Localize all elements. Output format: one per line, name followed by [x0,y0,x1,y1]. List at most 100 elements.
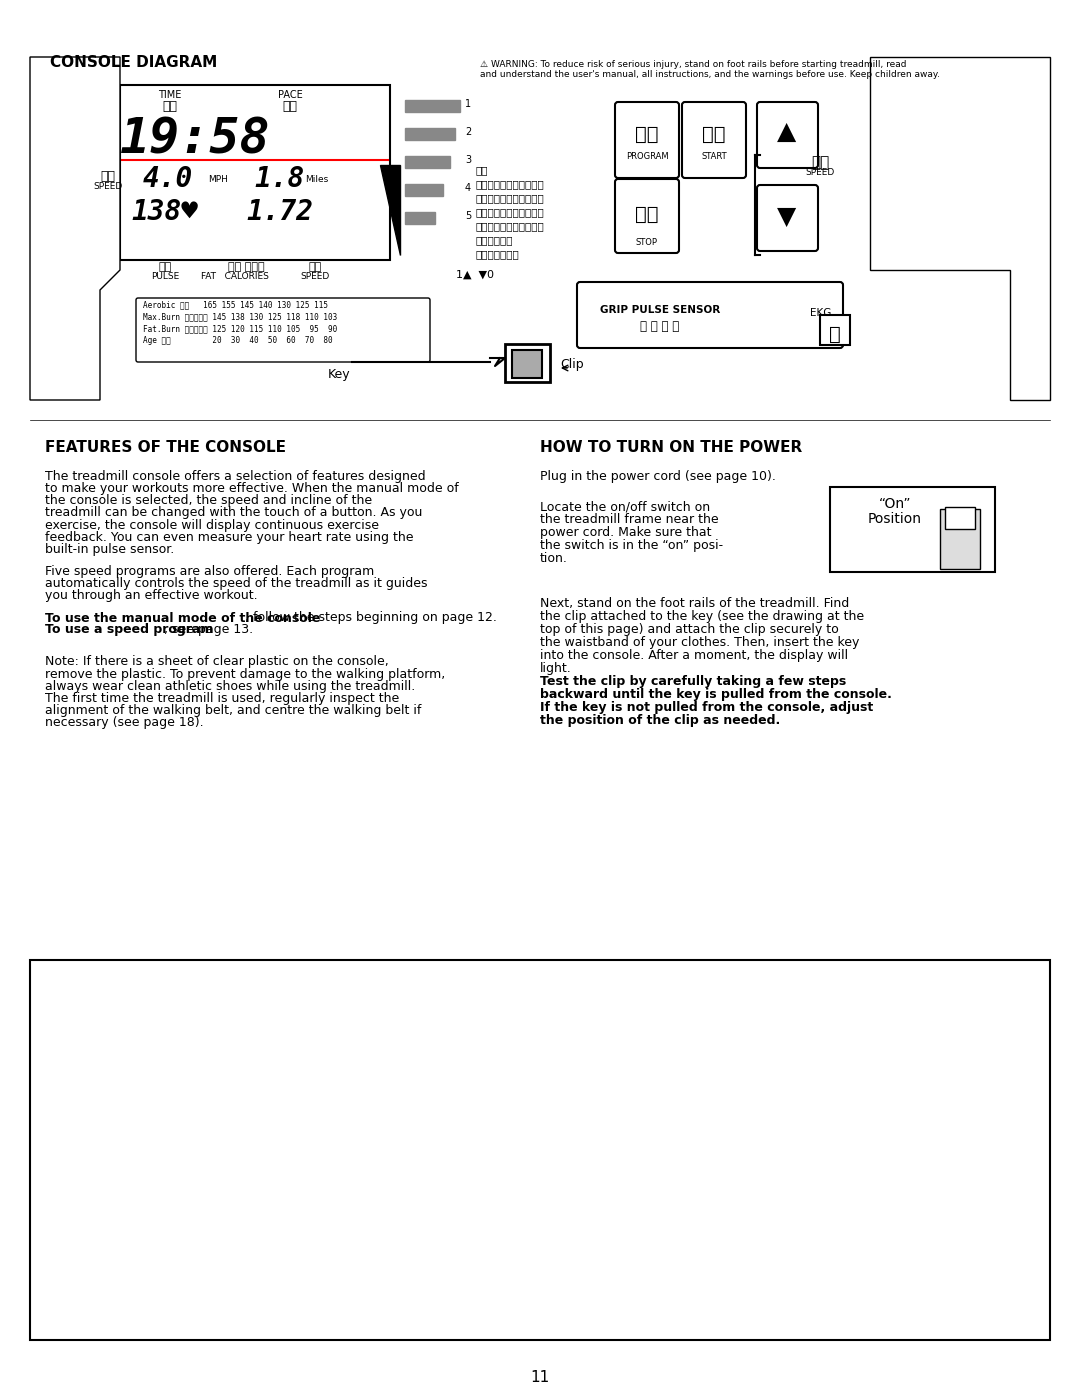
Text: CONSOLE DIAGRAM: CONSOLE DIAGRAM [50,54,217,70]
Text: backward until the key is pulled from the console.: backward until the key is pulled from th… [540,687,892,701]
Bar [120,85,390,260]
Text: Age 年龄         20  30  40  50  60  70  80: Age 年龄 20 30 40 50 60 70 80 [143,337,333,345]
Text: 心 率 手 柄: 心 率 手 柄 [640,320,679,332]
Text: PROGRAM: PROGRAM [625,152,669,161]
Text: 11: 11 [530,1370,550,1384]
Text: Position: Position [868,511,922,527]
Text: Note: If there is a sheet of clear plastic on the console,: Note: If there is a sheet of clear plast… [45,655,389,669]
Bar [820,314,850,345]
Text: 开始: 开始 [702,124,726,144]
Text: MPH: MPH [208,175,228,184]
Text: the treadmill frame near the: the treadmill frame near the [540,513,718,527]
Text: PACE: PACE [278,89,302,101]
Text: automatically controls the speed of the treadmill as it guides: automatically controls the speed of the … [45,577,428,590]
Text: 2: 2 [465,127,471,137]
FancyBboxPatch shape [615,102,679,177]
Bar [512,351,542,379]
Text: PULSE: PULSE [151,272,179,281]
Text: The treadmill console offers a selection of features designed: The treadmill console offers a selection… [45,469,426,483]
Text: treadmill can be changed with the touch of a button. As you: treadmill can be changed with the touch … [45,507,422,520]
Text: Clip: Clip [561,358,583,372]
Text: Key: Key [327,367,350,381]
Text: To use a speed program: To use a speed program [45,623,214,637]
Text: 速度: 速度 [309,263,322,272]
Bar [405,212,435,224]
Text: To use the manual mode of the console: To use the manual mode of the console [45,612,321,624]
Text: 1.8: 1.8 [255,165,306,193]
Text: 脉搏: 脉搏 [159,263,172,272]
Text: Test the clip by carefully taking a few steps: Test the clip by carefully taking a few … [540,675,847,687]
Bar [505,344,550,381]
Text: SPEED: SPEED [806,168,835,177]
Text: GRIP PULSE SENSOR: GRIP PULSE SENSOR [599,305,720,314]
Text: “On”: “On” [879,497,912,511]
Bar [940,509,980,569]
Text: Next, stand on the foot rails of the treadmill. Find: Next, stand on the foot rails of the tre… [540,597,849,610]
Text: 19:58: 19:58 [120,115,270,163]
Text: the clip attached to the key (see the drawing at the: the clip attached to the key (see the dr… [540,610,864,623]
Text: 5: 5 [465,211,471,221]
Text: into the console. After a moment, the display will: into the console. After a moment, the di… [540,650,848,662]
Text: EKG: EKG [810,307,832,319]
Text: Locate the on/off switch on: Locate the on/off switch on [540,500,711,513]
Text: 时间: 时间 [162,101,177,113]
Text: Miles: Miles [305,175,328,184]
Text: , see page 13.: , see page 13. [164,623,253,637]
Text: HOW TO TURN ON THE POWER: HOW TO TURN ON THE POWER [540,440,802,455]
Text: tion.: tion. [540,552,568,564]
Text: ✋: ✋ [829,326,841,344]
Bar [405,101,460,112]
Text: 3: 3 [465,155,471,165]
Bar [405,184,443,196]
Text: ▼: ▼ [778,205,797,229]
Text: FEATURES OF THE CONSOLE: FEATURES OF THE CONSOLE [45,440,286,455]
Text: If the key is not pulled from the console, adjust: If the key is not pulled from the consol… [540,701,874,714]
Text: 步速: 步速 [283,101,297,113]
Bar [831,488,995,571]
Text: feedback. You can even measure your heart rate using the: feedback. You can even measure your hear… [45,531,414,543]
Bar [945,507,975,529]
Text: top of this page) and attach the clip securely to: top of this page) and attach the clip se… [540,623,839,636]
Text: remove the plastic. To prevent damage to the walking platform,: remove the plastic. To prevent damage to… [45,668,445,680]
Text: the position of the clip as needed.: the position of the clip as needed. [540,714,780,726]
Text: 警告
为避免可能发生的意外，
在开启跑步机前请站在距
台两侧。使用前请阅读并
理解使用说明、使用指南
和警示标识。
勿让孩子靠近。: 警告 为避免可能发生的意外， 在开启跑步机前请站在距 台两侧。使用前请阅读并 理… [475,165,543,258]
Text: STOP: STOP [636,237,658,247]
Text: always wear clean athletic shoes while using the treadmill.: always wear clean athletic shoes while u… [45,680,415,693]
Text: ▲: ▲ [778,120,797,144]
Text: necessary (see page 18).: necessary (see page 18). [45,717,204,729]
Text: 1: 1 [465,99,471,109]
FancyBboxPatch shape [136,298,430,362]
Text: The first time the treadmill is used, regularly inspect the: The first time the treadmill is used, re… [45,692,400,705]
Text: FAT   CALORIES: FAT CALORIES [201,272,269,281]
Bar [405,129,455,140]
Text: 速度: 速度 [100,170,116,183]
Text: you through an effective workout.: you through an effective workout. [45,590,258,602]
Text: Aerobic 有氧   165 155 145 140 130 125 115: Aerobic 有氧 165 155 145 140 130 125 115 [143,300,328,309]
Text: Plug in the power cord (see page 10).: Plug in the power cord (see page 10). [540,469,775,483]
Text: 1▲  ▼0: 1▲ ▼0 [456,270,494,279]
Bar [405,156,450,168]
Polygon shape [30,57,120,400]
Text: 停止: 停止 [635,205,659,224]
Text: 1.72: 1.72 [246,198,313,226]
Text: TIME: TIME [159,89,181,101]
Text: Fat.Burn 脂肪消耗率 125 120 115 110 105  95  90: Fat.Burn 脂肪消耗率 125 120 115 110 105 95 90 [143,324,337,332]
Text: 4: 4 [465,183,471,193]
Text: exercise, the console will display continuous exercise: exercise, the console will display conti… [45,518,379,532]
Text: Max.Burn 最大燃烧率 145 138 130 125 118 110 103: Max.Burn 最大燃烧率 145 138 130 125 118 110 1… [143,312,337,321]
Text: SPEED: SPEED [93,182,123,191]
FancyBboxPatch shape [681,102,746,177]
Text: , follow the steps beginning on page 12.: , follow the steps beginning on page 12. [245,612,501,624]
Text: START: START [701,152,727,161]
FancyBboxPatch shape [577,282,843,348]
Text: the console is selected, the speed and incline of the: the console is selected, the speed and i… [45,495,373,507]
FancyBboxPatch shape [757,102,818,168]
Text: power cord. Make sure that: power cord. Make sure that [540,527,712,539]
Text: 4.0: 4.0 [143,165,193,193]
Text: Five speed programs are also offered. Each program: Five speed programs are also offered. Ea… [45,564,375,578]
Text: built-in pulse sensor.: built-in pulse sensor. [45,543,174,556]
Text: the waistband of your clothes. Then, insert the key: the waistband of your clothes. Then, ins… [540,636,860,650]
Text: 计划: 计划 [635,124,659,144]
Text: SPEED: SPEED [300,272,329,281]
Text: the switch is in the “on” posi-: the switch is in the “on” posi- [540,539,724,552]
